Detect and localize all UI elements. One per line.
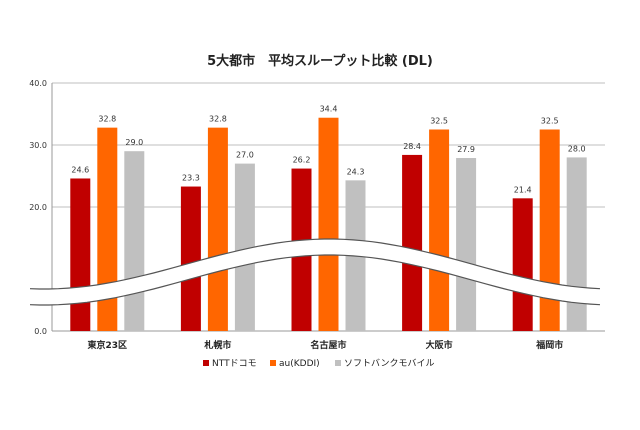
x-tick-label: 福岡市 [535,339,563,351]
data-label: 29.0 [125,138,143,147]
legend-label: NTTドコモ [212,359,257,369]
axis-break-edge-bottom [29,254,601,306]
data-label: 32.5 [430,117,448,126]
data-label: 27.9 [457,145,475,154]
data-label: 24.6 [71,165,89,174]
data-label: 26.2 [293,156,311,165]
legend: NTTドコモ au(KDDI) ソフトバンクモバイル [203,358,434,369]
data-label: 34.4 [320,105,338,114]
legend-swatch [335,360,341,366]
bar [234,163,255,331]
data-label: 23.3 [182,174,200,183]
legend-swatch [203,360,209,366]
legend-label: ソフトバンクモバイル [344,358,434,369]
x-axis-labels: 東京23区 札幌市 名古屋市 大阪市 福岡市 [88,339,564,351]
data-label: 32.8 [98,115,116,124]
bar [456,158,477,331]
y-tick-label: 20.0 [29,203,47,212]
legend-label: au(KDDI) [279,359,320,369]
bar [124,151,145,331]
bar [97,127,118,331]
data-label: 27.0 [236,151,254,160]
data-label: 28.0 [568,144,586,153]
x-tick-label: 札幌市 [203,339,231,351]
x-tick-label: 名古屋市 [310,339,346,351]
data-label: 24.3 [347,167,365,176]
bar [318,117,339,331]
data-label: 32.5 [541,117,559,126]
legend-swatch [270,360,276,366]
bar [70,178,91,331]
y-tick-label: 40.0 [29,79,47,88]
bar [429,129,450,331]
bar [402,154,423,331]
data-label: 32.8 [209,115,227,124]
bar [207,127,228,331]
axis-break [29,238,601,306]
data-label: 21.4 [514,185,532,194]
x-tick-label: 大阪市 [426,339,453,351]
bar [539,129,560,331]
bars: 24.6 32.8 29.0 23.3 32.8 27.0 26.2 34.4 24.3 28.4… [70,105,587,331]
bar [512,198,533,331]
bar [180,186,201,331]
chart-title: 5大都市 平均スループット比較 (DL) [207,53,433,69]
axis-break-edge-top [29,238,601,290]
data-label: 28.4 [403,142,421,151]
axis-break-band [30,239,600,305]
y-tick-label: 30.0 [29,141,47,150]
x-tick-label: 東京23区 [88,339,128,351]
bar [566,157,587,331]
y-tick-label: 0.0 [34,327,47,336]
